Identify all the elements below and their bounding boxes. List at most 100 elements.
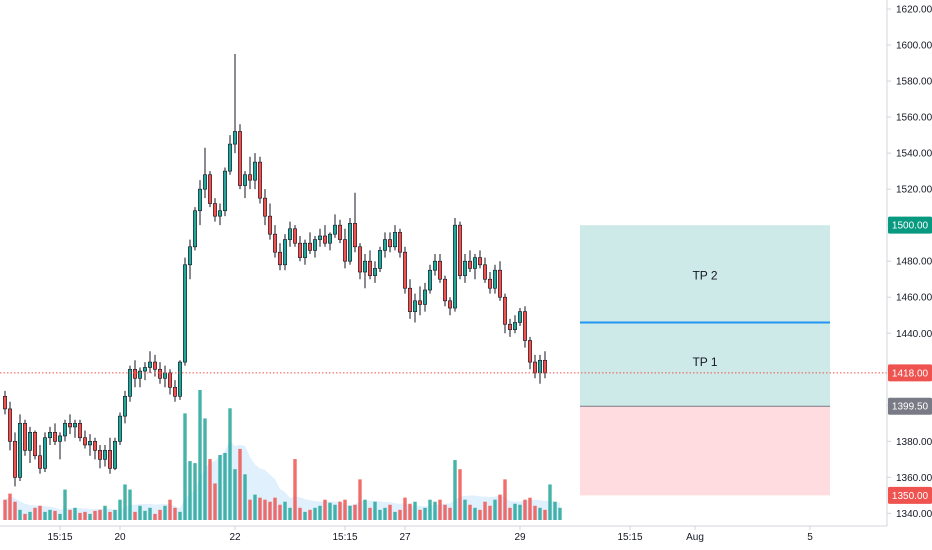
price-badge-label: 1418.00 [892,368,929,379]
price-badge-label: 1399.50 [892,402,929,413]
candle [337,219,342,244]
volume-bar [488,505,492,520]
volume-bar [358,479,362,520]
candle [377,246,382,273]
candle-body [422,289,427,305]
candle-body [542,359,547,374]
candle [168,369,173,395]
candle-body [148,361,153,368]
candle [8,401,13,451]
candle-body [128,368,133,397]
volume-bar [513,503,517,520]
volume-bar [483,501,487,520]
candle [93,437,98,460]
candle [367,250,372,280]
candle [173,380,178,402]
candle [347,217,352,265]
volume-bar [378,509,382,520]
volume-bar [553,501,557,520]
volume-bar [478,509,482,520]
candle-body [307,242,312,251]
candle-body [153,361,158,370]
volume-bar [173,507,177,520]
volume-bar [343,499,347,520]
volume-bar [503,479,507,520]
candle-body [352,223,357,248]
candle-body [272,233,277,253]
candle-body [93,441,98,451]
volume-bar [463,499,467,520]
candle [532,354,537,379]
stop-zone[interactable] [580,406,830,496]
price-badge[interactable]: 1399.50 [888,397,932,415]
position-labels: TP 2 TP 1 [692,269,717,369]
candle-body [17,423,22,478]
volume-bar [443,504,447,520]
candle-body [238,131,243,186]
candle-body [8,408,13,442]
volume-bar [308,509,312,520]
price-badge[interactable]: 1418.00 [888,364,932,382]
candle [22,419,27,456]
candle-body [342,239,347,262]
price-axis[interactable]: 1620.00 1600.00 1580.00 1560.00 1540.00 1520.… [887,5,932,520]
time-tick-label: 29 [514,532,526,543]
volume-bar [43,511,47,520]
price-tick-label: 1480.00 [896,257,932,268]
candle [83,430,88,449]
long-position-tool[interactable] [580,225,830,496]
volume-bar [418,509,422,520]
volume-bar [58,513,62,520]
candle [32,430,37,460]
price-tick-label: 1380.00 [896,437,932,448]
volume-bar [353,504,357,520]
volume-bar [33,507,37,520]
candle [198,180,203,226]
time-tick-label: 27 [399,532,411,543]
time-axis[interactable]: 15:15 20 22 15:15 27 29 15:15 Aug 5 [47,526,813,543]
candle-body [407,287,412,312]
candle [512,315,517,334]
candle [312,235,317,258]
candle [78,419,83,442]
price-badge[interactable]: 1350.00 [888,486,932,504]
candle-body [213,203,218,217]
candle [492,264,497,294]
volume-bar [3,499,7,520]
volume-bar [268,501,272,520]
candle-body [27,432,32,451]
volume-bar [208,459,212,520]
candle [103,444,108,467]
candle-body [178,361,183,397]
volume-bar [88,513,92,520]
volume-bar [238,448,242,520]
volume-bar [413,501,417,520]
candle-body [532,361,537,374]
candle [472,253,477,280]
volume-bar [228,408,232,520]
candle-body [158,368,163,379]
volume-bar [253,494,257,520]
candle-body [173,386,178,397]
candle [452,217,457,312]
volume-bar [428,499,432,520]
volume-bar [63,489,67,520]
volume-bar [138,505,142,520]
volume-bar [103,505,107,520]
candle [128,365,133,402]
profit-zone[interactable] [580,225,830,407]
candle [113,437,118,471]
price-badge[interactable]: 1500.00 [888,216,932,234]
candle [68,414,73,435]
volume-bar [93,510,97,520]
candle-body [412,300,417,312]
candle [297,235,302,262]
candle-body [292,228,297,244]
candle-body [83,437,88,446]
candle [118,412,123,445]
candle-body [118,415,123,442]
price-tick-label: 1520.00 [896,185,932,196]
candle-body [497,269,502,298]
volume-bar [18,509,22,520]
